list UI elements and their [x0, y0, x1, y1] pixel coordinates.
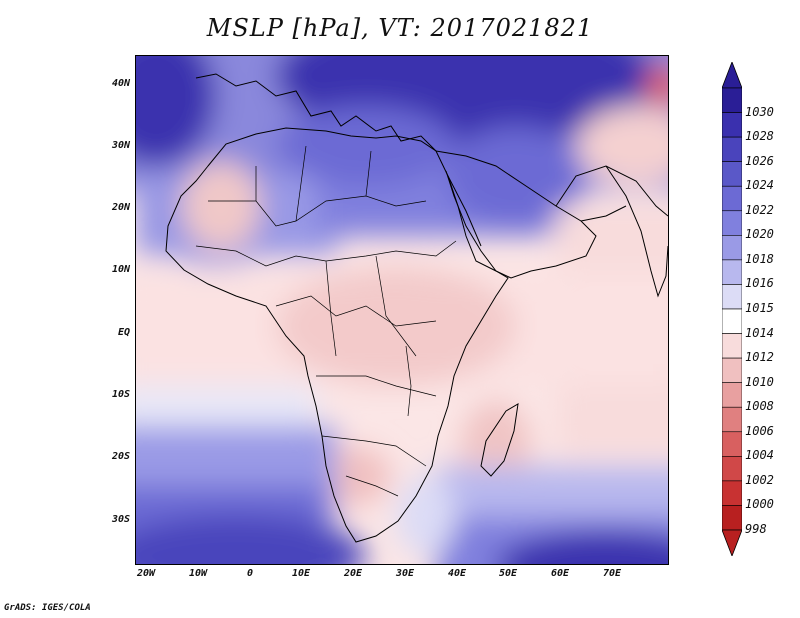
- colorbar-cell: [722, 210, 742, 236]
- lon-label-70e: 70E: [602, 568, 622, 579]
- colorbar-cell: [722, 480, 742, 506]
- coastlines: [165, 73, 668, 543]
- colorbar-label: 1008: [745, 399, 774, 414]
- colorbar-label: 1022: [745, 202, 774, 217]
- lat-label-20n: 20N: [111, 202, 130, 213]
- colorbar-cell: [722, 112, 742, 138]
- lat-label-30n: 30N: [111, 140, 130, 151]
- pressure-field: [136, 56, 668, 564]
- colorbar-cell: [722, 87, 742, 113]
- colorbar-cell: [722, 357, 742, 383]
- colorbar-label: 1014: [745, 325, 774, 340]
- colorbar-label: 998: [745, 522, 767, 536]
- lon-label-30e: 30E: [395, 568, 415, 579]
- grads-credit: GrADS: IGES/COLA: [4, 603, 91, 613]
- colorbar-cell: [722, 259, 742, 285]
- lon-label-20w: 20W: [136, 568, 156, 579]
- lat-label-eq: EQ: [117, 327, 130, 338]
- colorbar-label: 1006: [745, 423, 774, 438]
- lon-label-40e: 40E: [447, 568, 467, 579]
- mslp-map: [135, 55, 669, 565]
- colorbar-cell: [722, 456, 742, 482]
- country-borders: [195, 145, 457, 497]
- colorbar-cell: [722, 382, 742, 408]
- lon-label-50e: 50E: [498, 568, 518, 579]
- colorbar-bottom-arrow: [722, 529, 742, 556]
- colorbar-cell: [722, 161, 742, 187]
- colorbar-cell: [722, 431, 742, 457]
- colorbar-label: 1028: [745, 129, 774, 144]
- colorbar-label: 1016: [745, 276, 774, 291]
- colorbar-label: 1024: [745, 178, 774, 193]
- lon-label-10w: 10W: [188, 568, 208, 579]
- colorbar-cell: [722, 136, 742, 162]
- colorbar-cell: [722, 185, 742, 212]
- colorbar-cell: [722, 505, 742, 531]
- colorbar-label: 1026: [745, 153, 774, 168]
- lat-label-10s: 10S: [111, 389, 130, 400]
- lat-label-30s: 30S: [111, 514, 130, 525]
- colorbar-label: 1030: [745, 104, 774, 119]
- colorbar-label: 1018: [745, 251, 774, 266]
- colorbar-cell: [722, 235, 742, 261]
- map-title: MSLP [hPa], VT: 2017021821: [206, 14, 594, 42]
- lon-label-0: 0: [246, 568, 254, 579]
- colorbar-cell: [722, 406, 742, 433]
- colorbar-top-arrow: [722, 62, 742, 89]
- colorbar-label: 1010: [745, 374, 774, 389]
- lon-label-10e: 10E: [291, 568, 311, 579]
- colorbar: [722, 62, 742, 556]
- lat-label-40n: 40N: [111, 78, 130, 89]
- colorbar-label: 1002: [745, 472, 774, 487]
- colorbar-label: 1000: [745, 497, 774, 512]
- colorbar-label: 1015: [745, 301, 774, 315]
- colorbar-label: 1004: [745, 448, 774, 463]
- lon-label-60e: 60E: [550, 568, 570, 579]
- lon-label-20e: 20E: [343, 568, 363, 579]
- colorbar-label: 1020: [745, 227, 774, 242]
- lat-label-10n: 10N: [111, 264, 130, 275]
- colorbar-cell: [722, 333, 742, 359]
- colorbar-cell: [722, 284, 742, 310]
- colorbar-cell: [722, 308, 742, 334]
- colorbar-label: 1012: [745, 350, 774, 365]
- lat-label-20s: 20S: [111, 451, 130, 462]
